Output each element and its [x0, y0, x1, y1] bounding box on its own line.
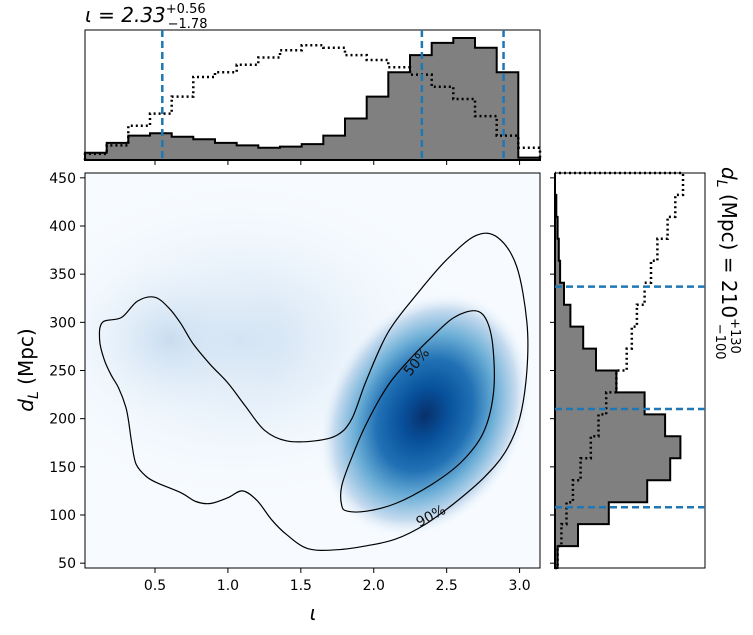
density-heatmap [85, 173, 533, 540]
x-tick-label: 1.0 [217, 578, 239, 594]
top-title: ι = 2.33+0.56 −1.78 [85, 2, 207, 32]
joint-panel: 50% 90% 0.5 1.0 1.5 2.0 2.5 3.0 5010015020025… [14, 171, 541, 625]
contour-50 [340, 310, 495, 513]
x-tick-label: 3.0 [508, 578, 530, 594]
right-title-minus: −100 [712, 324, 727, 360]
contour-lines [98, 232, 529, 551]
top-title-plus: +0.56 [166, 2, 206, 17]
density-halo-left [85, 250, 280, 430]
right-quantile-lines [555, 285, 705, 509]
y-axis-label-subscript: L [26, 391, 42, 399]
y-tick-label: 350 [49, 267, 76, 283]
right-title-d: d [717, 167, 741, 180]
top-marginal-panel: ι = 2.33+0.56 −1.78 [83, 2, 542, 165]
top-prior-histogram [83, 44, 542, 160]
y-tick-label: 100 [49, 508, 76, 524]
y-axis-label-unit: (Mpc) [14, 328, 38, 391]
y-axis-label-d: d [14, 399, 38, 412]
y-tick-label: 450 [49, 171, 76, 187]
x-axis-label: ι [310, 601, 317, 625]
top-title-main: ι = 2.33 [85, 3, 166, 27]
top-title-minus: −1.78 [168, 17, 208, 32]
x-tick-label: 2.0 [363, 578, 385, 594]
x-tick-label: 2.5 [436, 578, 458, 594]
y-tick-label: 200 [49, 412, 76, 428]
right-title: dL (Mpc) = 210+130−100 [712, 167, 742, 360]
right-prior-histogram [555, 171, 685, 570]
right-title-main: (Mpc) = 210 [717, 188, 741, 319]
x-tick-label: 1.5 [290, 578, 312, 594]
right-posterior-histogram [554, 173, 682, 569]
y-axis-label: dL (Mpc) [14, 328, 42, 411]
top-posterior-histogram [84, 37, 541, 161]
y-tick-label: 400 [49, 219, 76, 235]
top-x-ticks [154, 160, 521, 165]
right-title-plus: +130 [727, 318, 742, 354]
joint-x-axis: 0.5 1.0 1.5 2.0 2.5 3.0 [144, 568, 531, 594]
y-tick-label: 150 [49, 460, 76, 476]
y-tick-label: 300 [49, 315, 76, 331]
x-tick-label: 0.5 [144, 578, 166, 594]
joint-y-axis: 50 100 150 200 250 300 350 400 450 [49, 171, 85, 572]
contour-90 [98, 232, 529, 551]
right-marginal-panel: dL (Mpc) = 210+130−100 [550, 167, 742, 570]
density-core [317, 290, 533, 540]
y-tick-label: 250 [49, 364, 76, 380]
right-y-ticks [550, 177, 555, 564]
right-title-subscript: L [713, 180, 729, 188]
y-tick-label: 50 [58, 556, 76, 572]
